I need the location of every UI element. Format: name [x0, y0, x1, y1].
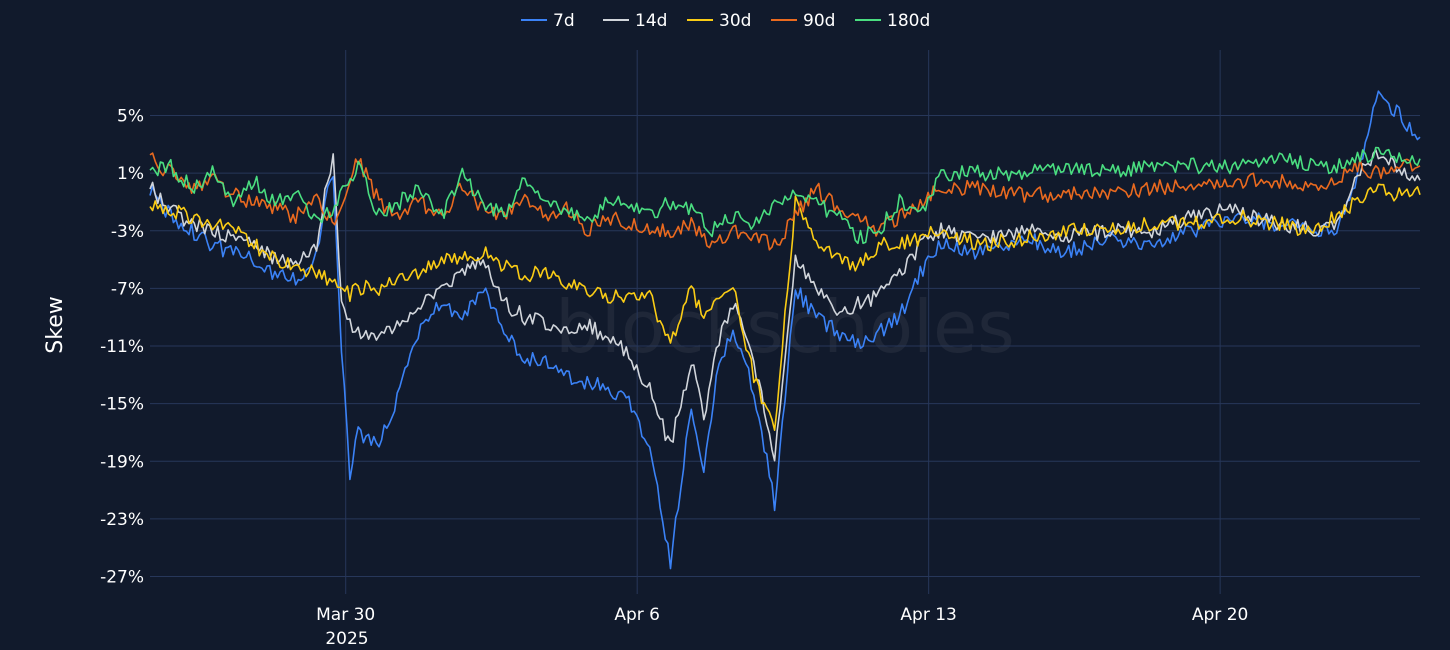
- legend-item-180d[interactable]: 180d: [855, 11, 930, 31]
- legend-item-14d[interactable]: 14d: [603, 11, 667, 31]
- legend-item-7d[interactable]: 7d: [521, 11, 575, 31]
- y-tick-label: -19%: [100, 452, 144, 472]
- grid: [150, 50, 1420, 594]
- series-line-7d: [149, 90, 1421, 570]
- x-axis-ticks: Mar 30 Apr 6 Apr 13 Apr 20: [316, 605, 1248, 625]
- legend: 7d 14d 30d 90d 180d: [521, 11, 930, 31]
- x-tick-label: Apr 20: [1192, 605, 1248, 625]
- x-tick-label: Apr 6: [614, 605, 660, 625]
- y-tick-label: -3%: [111, 222, 144, 242]
- y-tick-label: -23%: [100, 510, 144, 530]
- series-line-30d: [149, 183, 1421, 431]
- series-line-180d: [149, 146, 1421, 245]
- series-line-90d: [149, 152, 1421, 251]
- y-tick-label: -15%: [100, 395, 144, 415]
- legend-label: 180d: [887, 11, 930, 31]
- series-layer: [149, 90, 1421, 570]
- series-line-14d: [149, 149, 1421, 462]
- y-tick-label: 1%: [117, 164, 144, 184]
- legend-item-90d[interactable]: 90d: [771, 11, 835, 31]
- legend-label: 14d: [635, 11, 667, 31]
- legend-label: 30d: [719, 11, 751, 31]
- x-axis-year-label: 2025: [325, 629, 368, 649]
- x-tick-label: Apr 13: [900, 605, 956, 625]
- y-tick-label: -11%: [100, 337, 144, 357]
- y-tick-label: -27%: [100, 568, 144, 588]
- legend-label: 90d: [803, 11, 835, 31]
- y-axis-ticks: 5% 1% -3% -7% -11% -15% -19% -23% -27%: [100, 107, 144, 588]
- legend-item-30d[interactable]: 30d: [687, 11, 751, 31]
- y-axis-title: Skew: [43, 296, 68, 353]
- y-tick-label: 5%: [117, 107, 144, 127]
- y-tick-label: -7%: [111, 279, 144, 299]
- legend-label: 7d: [553, 11, 575, 31]
- x-tick-label: Mar 30: [316, 605, 375, 625]
